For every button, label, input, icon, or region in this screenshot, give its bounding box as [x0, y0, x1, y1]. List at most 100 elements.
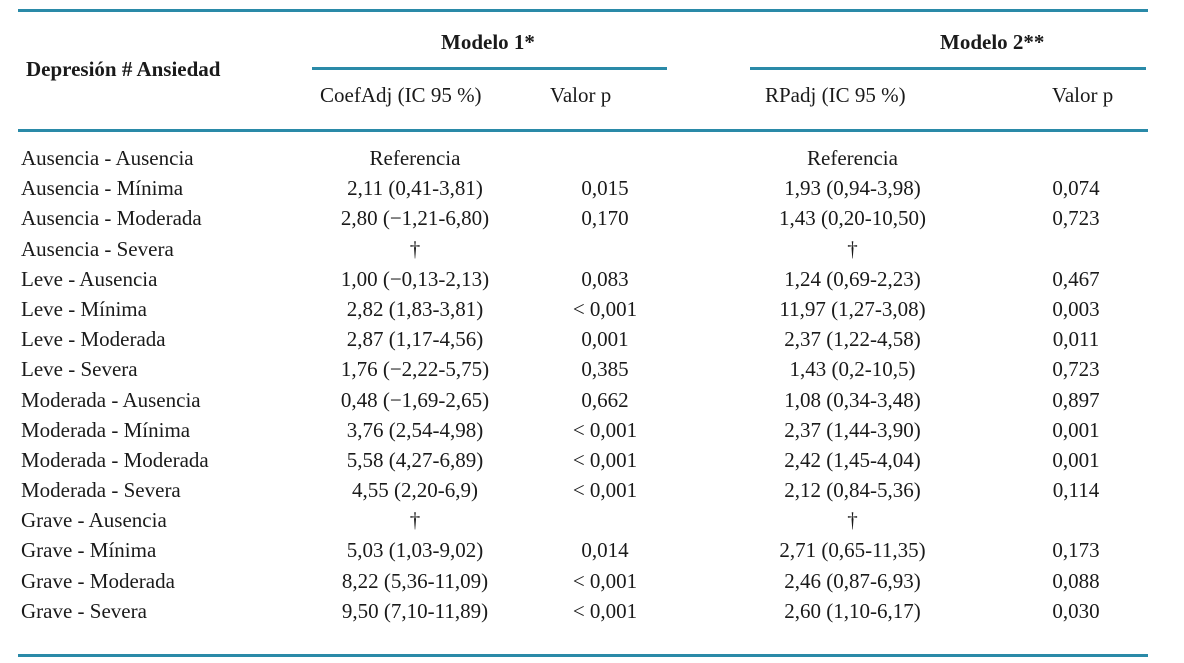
- header-bottom-rule: [18, 129, 1148, 132]
- row-label: Ausencia - Ausencia: [21, 146, 194, 170]
- p-value-model1-cell: 0,014: [581, 538, 629, 563]
- p-value-model2-cell: 0,074: [1052, 176, 1100, 201]
- p-value-model2-cell: 0,001: [1052, 447, 1100, 472]
- model2-title: Modelo 2**: [940, 30, 1045, 54]
- table-row: Grave - Severa 9,50 (7,10-11,89) < 0,001 2,…: [0, 596, 1184, 626]
- rp-cell: 1,93 (0,94-3,98): [784, 176, 921, 201]
- row-label: Moderada - Mínima: [21, 417, 191, 442]
- table-row: Leve - Severa 1,76 (−2,22-5,75) 0,385 1,43 …: [0, 354, 1184, 384]
- p-value-model2-cell: 0,173: [1052, 538, 1100, 563]
- p-value-model1-cell: < 0,001: [572, 296, 638, 321]
- coef-cell: Referencia: [369, 146, 461, 170]
- coef-cell: 9,50 (7,10-11,89): [341, 598, 489, 623]
- col-header-rp: RPadj (IC 95 %): [765, 83, 906, 107]
- p-value-model1-cell: 0,170: [581, 206, 629, 231]
- p-value-model2-cell: 0,723: [1052, 206, 1100, 231]
- coef-cell: 2,11 (0,41-3,81): [347, 176, 483, 201]
- table-row: Moderada - Moderada 5,58 (4,27-6,89) < 0,0…: [0, 445, 1184, 475]
- rp-cell: 2,60 (1,10-6,17): [784, 598, 921, 623]
- p-value-model1-cell: < 0,001: [572, 447, 638, 472]
- rp-cell: 11,97 (1,27-3,08): [779, 296, 926, 321]
- coef-cell: 5,58 (4,27-6,89): [346, 447, 484, 472]
- table-body: Ausencia - Ausencia Referencia Referencia A…: [0, 143, 1184, 626]
- table-row: Grave - Mínima 5,03 (1,03-9,02) 0,014 2,71 …: [0, 535, 1184, 565]
- table-row: Grave - Moderada 8,22 (5,36-11,09) < 0,001…: [0, 566, 1184, 596]
- p-value-model1-cell: 0,001: [581, 327, 629, 352]
- p-value-model1-cell: < 0,001: [572, 478, 638, 503]
- row-label: Leve - Ausencia: [21, 266, 158, 291]
- rp-cell: 2,12 (0,84-5,36): [784, 478, 921, 503]
- row-label: Ausencia - Mínima: [21, 176, 184, 201]
- p-value-model1-cell: 0,662: [581, 387, 629, 412]
- coef-cell: 8,22 (5,36-11,09): [341, 568, 489, 593]
- rp-cell: 2,37 (1,44-3,90): [784, 417, 921, 442]
- p-value-model2-cell: 0,114: [1052, 478, 1100, 503]
- rp-cell: Referencia: [807, 146, 898, 170]
- table-row: Moderada - Severa 4,55 (2,20-6,9) < 0,001 2…: [0, 475, 1184, 505]
- p-value-model2-cell: 0,011: [1052, 327, 1100, 352]
- coef-cell: 1,00 (−0,13-2,13): [340, 266, 490, 291]
- p-value-model2-cell: 0,030: [1052, 598, 1100, 623]
- rp-cell: 2,42 (1,45-4,04): [784, 447, 921, 472]
- rp-cell: 1,43 (0,20-10,50): [779, 206, 926, 231]
- row-label: Ausencia - Severa: [21, 236, 174, 261]
- coef-cell: 2,82 (1,83-3,81): [346, 296, 484, 321]
- p-value-model1-cell: < 0,001: [572, 417, 638, 442]
- rp-cell: 1,24 (0,69-2,23): [784, 266, 921, 291]
- p-value-model2-cell: 0,001: [1052, 417, 1100, 442]
- table-row: Ausencia - Ausencia Referencia Referencia: [0, 143, 1184, 173]
- p-value-model2-cell: 0,088: [1052, 568, 1100, 593]
- coef-cell: 2,80 (−1,21-6,80): [340, 206, 490, 231]
- rp-cell: 2,46 (0,87-6,93): [784, 568, 921, 593]
- p-value-model1-cell: < 0,001: [572, 598, 638, 623]
- col-header-coef: CoefAdj (IC 95 %): [320, 83, 482, 107]
- p-value-model2-cell: 0,003: [1052, 296, 1100, 321]
- rp-cell: 2,71 (0,65-11,35): [779, 538, 926, 563]
- row-label: Moderada - Severa: [21, 478, 181, 503]
- row-label: Grave - Mínima: [21, 538, 157, 563]
- coef-cell: 5,03 (1,03-9,02): [346, 538, 484, 563]
- rp-cell: †: [847, 508, 858, 533]
- rp-cell: †: [847, 236, 858, 261]
- bottom-rule: [18, 654, 1148, 657]
- p-value-model2-cell: 0,467: [1052, 266, 1100, 291]
- coef-cell: 2,87 (1,17-4,56): [346, 327, 484, 352]
- coef-cell: 1,76 (−2,22-5,75): [340, 357, 490, 382]
- row-label: Leve - Moderada: [21, 327, 166, 352]
- table-row: Ausencia - Mínima 2,11 (0,41-3,81) 0,015 1,…: [0, 173, 1184, 203]
- row-label: Ausencia - Moderada: [21, 206, 202, 231]
- table-row: Leve - Ausencia 1,00 (−0,13-2,13) 0,083 1,2…: [0, 264, 1184, 294]
- table-row: Grave - Ausencia † †: [0, 505, 1184, 535]
- table-row: Moderada - Ausencia 0,48 (−1,69-2,65) 0,66…: [0, 385, 1184, 415]
- rp-cell: 1,08 (0,34-3,48): [784, 387, 921, 412]
- table-row: Leve - Moderada 2,87 (1,17-4,56) 0,001 2,37…: [0, 324, 1184, 354]
- coef-cell: †: [409, 236, 421, 261]
- rp-cell: 1,43 (0,2-10,5): [789, 357, 916, 382]
- row-label: Moderada - Ausencia: [21, 387, 201, 412]
- table-row: Ausencia - Moderada 2,80 (−1,21-6,80) 0,17…: [0, 203, 1184, 233]
- row-label: Grave - Ausencia: [21, 508, 167, 533]
- p-value-model1-cell: 0,385: [581, 357, 629, 382]
- p-value-model1-cell: 0,083: [581, 266, 629, 291]
- model1-rule: [312, 67, 667, 70]
- p-value-model2-cell: 0,897: [1052, 387, 1100, 412]
- coef-cell: 0,48 (−1,69-2,65): [340, 387, 490, 412]
- row-label: Grave - Moderada: [21, 568, 175, 593]
- row-label: Leve - Mínima: [21, 296, 147, 321]
- coef-cell: 3,76 (2,54-4,98): [346, 417, 484, 442]
- p-value-model1-cell: 0,015: [581, 176, 629, 201]
- top-rule: [18, 9, 1148, 12]
- row-label: Leve - Severa: [21, 357, 138, 382]
- col-header-p2: Valor p: [1052, 83, 1114, 107]
- p-value-model1-cell: < 0,001: [572, 568, 638, 593]
- table-row: Moderada - Mínima 3,76 (2,54-4,98) < 0,001…: [0, 415, 1184, 445]
- row-label: Moderada - Moderada: [21, 447, 209, 472]
- coef-cell: 4,55 (2,20-6,9): [352, 478, 478, 503]
- row-header-title: Depresión # Ansiedad: [26, 57, 221, 81]
- rp-cell: 2,37 (1,22-4,58): [784, 327, 921, 352]
- row-label: Grave - Severa: [21, 598, 147, 623]
- table-row: Leve - Mínima 2,82 (1,83-3,81) < 0,001 11,9…: [0, 294, 1184, 324]
- table-row: Ausencia - Severa † †: [0, 234, 1184, 264]
- p-value-model2-cell: 0,723: [1052, 357, 1100, 382]
- model2-rule: [750, 67, 1146, 70]
